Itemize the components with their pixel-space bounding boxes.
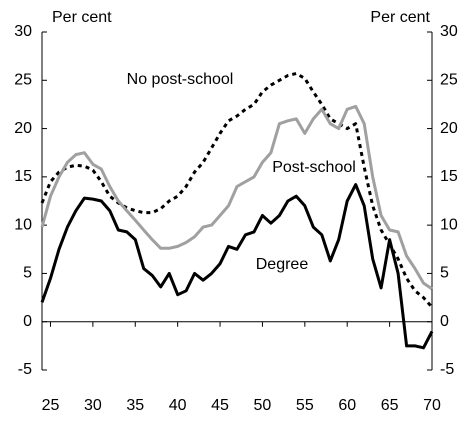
series-label: Degree (256, 256, 309, 273)
series-label: Post-school (272, 159, 356, 176)
y2-tick-label: 0 (440, 313, 449, 330)
y-tick-label: 0 (23, 313, 32, 330)
y-tick-label: -5 (18, 361, 32, 378)
series-line (40, 72, 434, 309)
y2-tick-label: 25 (440, 72, 458, 89)
y-axis-label: Per cent (52, 9, 112, 26)
y-tick-label: 30 (14, 23, 32, 40)
x-tick-label: 40 (169, 397, 187, 414)
series-line (40, 104, 433, 291)
y2-axis-label: Per cent (370, 9, 430, 26)
y-tick-label: 20 (14, 120, 32, 137)
x-tick-label: 35 (126, 397, 144, 414)
y-tick-label: 15 (14, 168, 32, 185)
y-tick-label: 25 (14, 72, 32, 89)
y2-tick-label: 5 (440, 265, 449, 282)
series-line (40, 183, 434, 350)
y-tick-label: 10 (14, 216, 32, 233)
x-tick-label: 30 (84, 397, 102, 414)
y2-tick-label: 20 (440, 120, 458, 137)
x-tick-label: 65 (381, 397, 399, 414)
y2-tick-label: 15 (440, 168, 458, 185)
y-tick-label: 5 (23, 265, 32, 282)
y2-tick-label: 30 (440, 23, 458, 40)
y2-tick-label: -5 (440, 361, 454, 378)
x-tick-label: 25 (42, 397, 60, 414)
x-tick-label: 45 (211, 397, 229, 414)
x-tick-label: 50 (254, 397, 272, 414)
y2-tick-label: 10 (440, 216, 458, 233)
x-tick-label: 55 (296, 397, 314, 414)
x-tick-label: 60 (338, 397, 356, 414)
series-label: No post-school (127, 71, 234, 88)
x-tick-label: 70 (423, 397, 441, 414)
